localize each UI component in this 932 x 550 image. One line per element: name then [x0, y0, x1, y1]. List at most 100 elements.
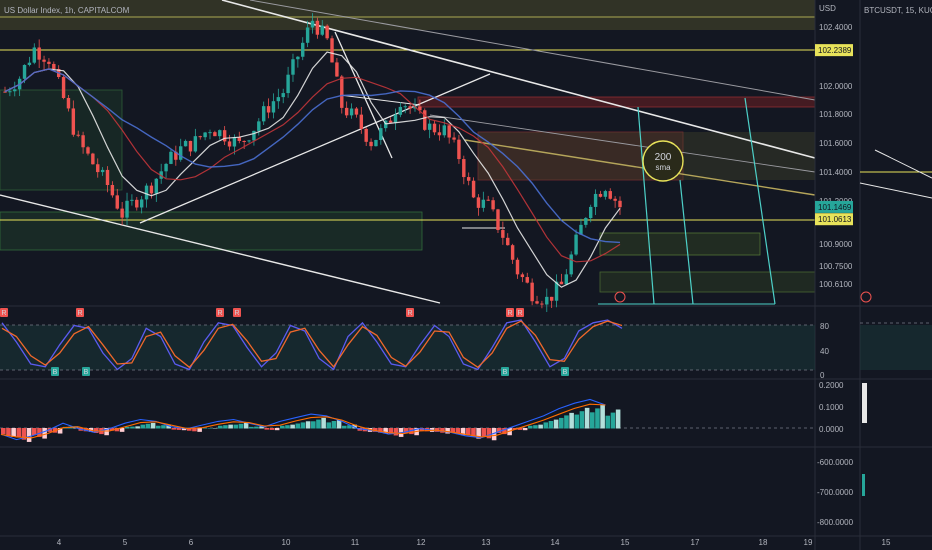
candle-body [149, 185, 154, 194]
macd-histogram-bar [512, 428, 518, 430]
trendline-grey [429, 114, 816, 173]
signal-marker [76, 308, 84, 317]
candle-body [130, 199, 134, 201]
candle-body [27, 62, 32, 65]
macd-histogram-bar [533, 425, 538, 429]
candle-body [37, 47, 41, 60]
macd-layer [0, 398, 621, 442]
signal-line [0, 403, 606, 439]
candle-body [286, 74, 290, 94]
macd-histogram-bar [388, 428, 394, 435]
right-macd-bar [862, 383, 867, 423]
candle-body [496, 209, 500, 231]
candle-body [564, 274, 569, 285]
candle-body [598, 193, 603, 197]
macd-histogram-bar [21, 428, 27, 440]
macd-histogram-bar [378, 428, 383, 433]
candle-body [520, 274, 525, 278]
price-tag-label: 102.2389 [818, 46, 852, 55]
x-tick-label: 15 [621, 538, 630, 547]
candle-body [135, 199, 139, 208]
candle-body [403, 106, 407, 108]
macd-histogram-bar [610, 412, 616, 429]
x-tick-label: 13 [482, 538, 491, 547]
x-tick-label: 17 [691, 538, 700, 547]
candle-body [144, 185, 149, 200]
candle-body [471, 180, 476, 198]
macd-histogram-bar [605, 415, 611, 429]
candle-body [188, 140, 193, 152]
macd-histogram-bar [584, 407, 590, 429]
macd-histogram-bar [326, 422, 332, 429]
demand-zone-a [599, 232, 761, 256]
macd-histogram-bar [274, 428, 280, 431]
candle-body [22, 64, 27, 79]
macd-histogram-bar [37, 428, 42, 437]
signal-marker-label: B [53, 369, 58, 376]
macd-histogram-bar [181, 428, 187, 431]
candle-body [315, 20, 320, 35]
signal-marker-label: R [77, 310, 82, 317]
macd-histogram-bar [114, 428, 120, 432]
candle-body [208, 132, 212, 134]
macd-histogram-bar [104, 428, 109, 436]
macd-tick-label: 0.1000 [819, 403, 844, 412]
candle-body [110, 185, 115, 196]
currency-label: USD [819, 4, 836, 13]
macd-histogram-bar [481, 428, 487, 437]
macd-histogram-bar [590, 412, 595, 429]
macd-histogram-bar [440, 428, 445, 433]
signal-marker [51, 367, 59, 376]
candle-body [340, 76, 344, 108]
candle-body [3, 91, 7, 93]
macd-histogram-bar [57, 428, 63, 434]
candle-body [452, 137, 456, 140]
macd-histogram-bar [497, 428, 502, 433]
macd-histogram-bar [176, 428, 182, 430]
candle-body [593, 193, 598, 207]
rsi-tick-label: 80 [820, 322, 829, 331]
candle-body [271, 101, 276, 113]
macd-histogram-bar [347, 425, 352, 429]
macd-histogram-bar [207, 428, 213, 429]
candle-body [398, 106, 403, 115]
macd-histogram-bar [528, 425, 533, 429]
candle-body [276, 97, 281, 102]
candle-body [525, 277, 529, 283]
right-alert-icon[interactable] [860, 291, 872, 303]
candle-body [301, 42, 305, 57]
candle-body [76, 134, 80, 136]
macd-histogram-bar [83, 428, 89, 432]
alert-icon[interactable] [614, 291, 626, 303]
candle-body [423, 110, 427, 130]
candle-body [174, 151, 178, 160]
candle-body [613, 198, 617, 201]
macd-histogram-bar [393, 428, 399, 436]
macd-tick-label: 0.0000 [819, 425, 844, 434]
candle-body [320, 25, 324, 35]
macd-histogram-bar [212, 428, 218, 429]
macd-histogram-bar [383, 428, 388, 434]
candle-body [66, 97, 71, 109]
candle-body [486, 199, 490, 201]
stoch-k-line [1, 319, 623, 371]
macd-histogram-bar [280, 425, 285, 429]
candle-body [442, 125, 446, 136]
candle-body [193, 136, 198, 152]
candle-body [86, 147, 90, 154]
macd-histogram-bar [161, 425, 166, 429]
candle-body [261, 106, 266, 122]
macd-histogram-bar [228, 424, 233, 429]
y-tick-label: 101.8000 [819, 110, 853, 119]
macd-histogram-bar [238, 423, 244, 429]
lower-tick-label: -800.0000 [817, 518, 854, 527]
candle-body [13, 89, 17, 92]
y-tick-label: 101.4000 [819, 168, 853, 177]
candle-body [344, 107, 349, 116]
candle-body [125, 200, 129, 218]
candle-body [198, 136, 202, 138]
candle-body [354, 108, 359, 115]
sma-200-bubble [642, 140, 684, 182]
macd-histogram-bar [445, 428, 450, 434]
